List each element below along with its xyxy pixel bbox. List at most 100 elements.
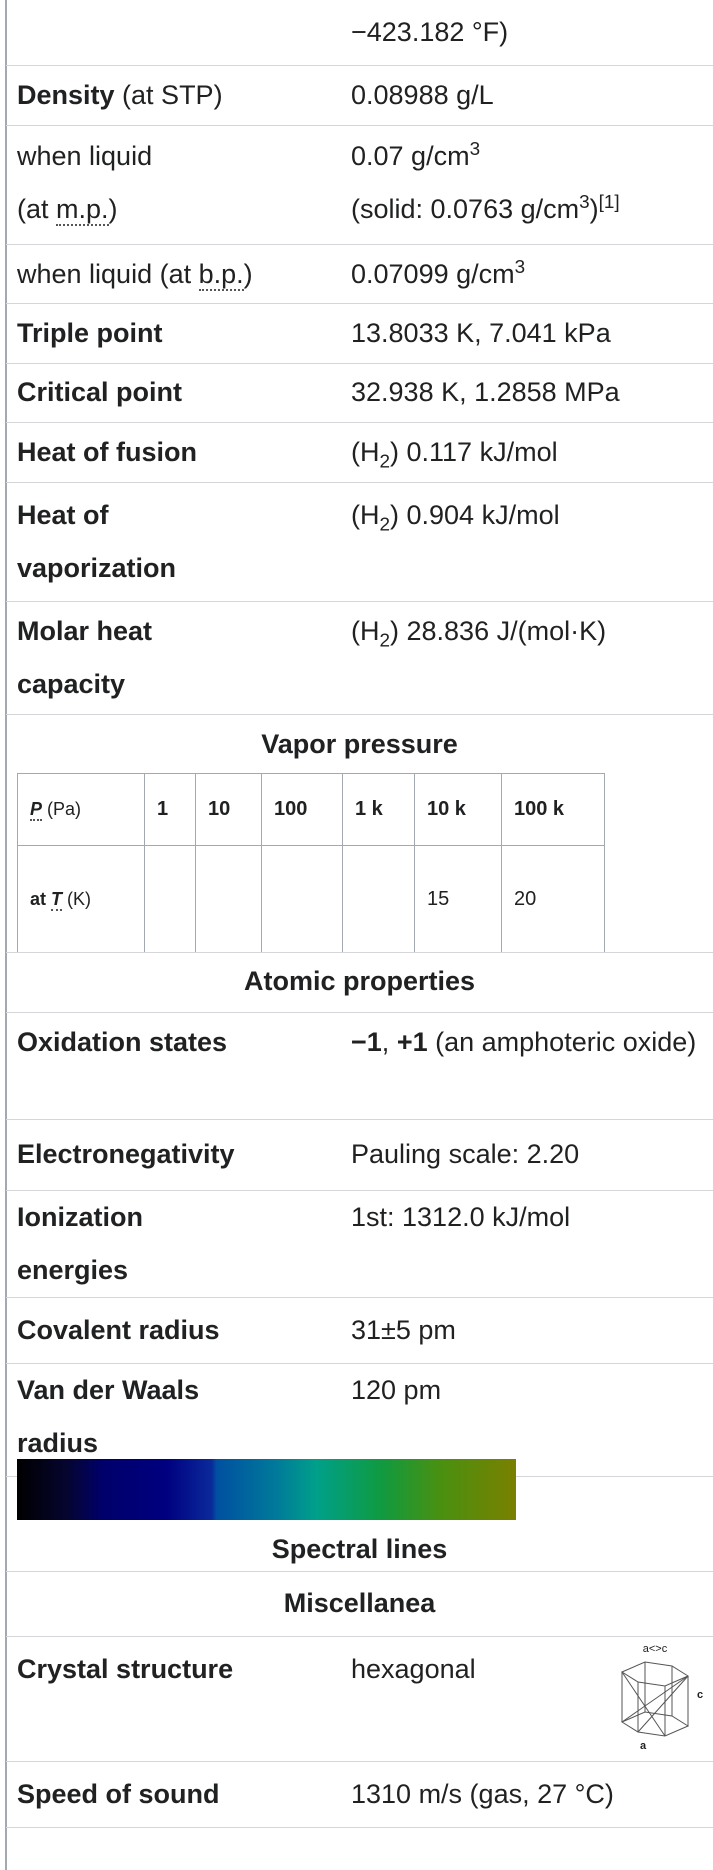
text: 2 <box>379 514 391 536</box>
text: hexagonal <box>351 1654 476 1684</box>
text: 13.8033 K, 7.041 kPa <box>351 318 611 348</box>
text: P <box>30 799 43 821</box>
cell <box>261 845 343 953</box>
label: Covalent radius <box>17 1304 347 1357</box>
value: −1, +1 (an amphoteric oxide) <box>351 1016 701 1069</box>
cell: 10 <box>195 773 262 846</box>
section-header: Miscellanea <box>283 1588 436 1618</box>
text: 2 <box>379 630 391 652</box>
separator <box>6 1571 713 1572</box>
text: m.p. <box>56 194 109 226</box>
icon-label: a <box>640 1740 647 1752</box>
text: (solid: 0.0763 g/cm <box>351 194 580 224</box>
text: Density <box>17 80 115 110</box>
label: Ionization energies <box>17 1191 347 1297</box>
separator <box>6 1636 713 1637</box>
label: when liquid (at b.p.) <box>17 248 357 301</box>
text: 2 <box>379 451 391 473</box>
text: , <box>381 1027 397 1057</box>
separator <box>6 125 713 126</box>
crystal-icon: a<>c c a <box>620 1643 703 1752</box>
label: Heat of fusion <box>17 426 347 479</box>
section-header: Vapor pressure <box>261 729 458 759</box>
separator <box>6 1827 713 1828</box>
text: Triple point <box>17 318 163 348</box>
cell: 100 k <box>501 773 605 846</box>
section-header: Atomic properties <box>243 966 476 996</box>
text: (K) <box>62 888 92 909</box>
cell: P (Pa) <box>17 773 145 846</box>
text: Electronegativity <box>17 1139 235 1169</box>
separator <box>6 65 713 66</box>
value: 0.07 g/cm3 (solid: 0.0763 g/cm3)[1] <box>351 130 706 236</box>
separator <box>6 482 713 483</box>
cell: 1 k <box>342 773 415 846</box>
icon-label: a<>c <box>643 1643 668 1655</box>
label: when liquid (at m.p.) <box>17 130 347 236</box>
cell: at T (K) <box>17 845 145 953</box>
text: ) <box>589 194 599 224</box>
text: b.p. <box>198 259 244 291</box>
text: 3 <box>469 139 481 160</box>
value: 0.08988 g/L <box>351 69 706 122</box>
label: Molar heat capacity <box>17 605 347 711</box>
separator <box>6 601 713 602</box>
label: Crystal structure <box>17 1643 347 1696</box>
value: 1310 m/s (gas, 27 °C) <box>351 1768 706 1821</box>
separator <box>6 714 713 715</box>
cell: 10 k <box>414 773 502 846</box>
text: 0.08988 g/L <box>351 80 494 110</box>
separator <box>6 1190 713 1191</box>
text: energies <box>17 1255 129 1285</box>
text: 0.07099 g/cm <box>351 259 515 289</box>
label: Heat of vaporization <box>17 489 347 595</box>
value: 120 pm <box>351 1364 706 1417</box>
value: −423.182 °F) <box>351 6 706 59</box>
separator <box>6 244 713 245</box>
text: 3 <box>579 192 590 213</box>
text: 1st: 1312.0 kJ/mol <box>351 1202 571 1232</box>
text: (H <box>351 616 380 646</box>
text: Critical point <box>17 377 183 407</box>
text: T <box>51 888 63 911</box>
value: (H2) 28.836 J/(mol·K) <box>351 605 706 658</box>
value: 13.8033 K, 7.041 kPa <box>351 307 706 360</box>
text: Ionization <box>17 1202 143 1232</box>
text: when liquid (at <box>17 259 199 289</box>
label: Oxidation states <box>17 1016 347 1069</box>
text: (at STP) <box>114 80 223 110</box>
text: ) 0.117 kJ/mol <box>390 437 558 467</box>
text: capacity <box>17 669 126 699</box>
separator <box>6 952 713 953</box>
text: at <box>30 888 52 909</box>
cell: 15 <box>414 845 502 953</box>
text: (H <box>351 437 380 467</box>
text: 120 pm <box>351 1375 442 1405</box>
text: ) 0.904 kJ/mol <box>390 500 560 530</box>
text: Covalent radius <box>17 1315 220 1345</box>
text: 31±5 pm <box>351 1315 456 1345</box>
value: (H2) 0.117 kJ/mol <box>351 426 706 479</box>
separator <box>6 1012 713 1013</box>
text: (at <box>17 194 57 224</box>
separator <box>6 1363 713 1364</box>
text: Speed of sound <box>17 1779 220 1809</box>
text: (an amphoteric oxide) <box>427 1027 697 1057</box>
text: (Pa) <box>42 799 82 819</box>
text: 0.07 g/cm <box>351 141 470 171</box>
value: (H2) 0.904 kJ/mol <box>351 489 706 542</box>
label: Triple point <box>17 307 347 360</box>
text: radius <box>17 1428 99 1458</box>
label: Speed of sound <box>17 1768 347 1821</box>
icon-label: c <box>697 1689 703 1701</box>
label: Critical point <box>17 366 347 419</box>
label: Van der Waals radius <box>17 1364 347 1470</box>
cell <box>342 845 415 953</box>
text: 32.938 K, 1.2858 MPa <box>351 377 620 407</box>
value: 0.07099 g/cm3 <box>351 248 706 301</box>
text: +1 <box>396 1027 428 1057</box>
separator <box>6 1297 713 1298</box>
text: Heat of <box>17 500 109 530</box>
text: Pauling scale: 2.20 <box>351 1139 580 1169</box>
